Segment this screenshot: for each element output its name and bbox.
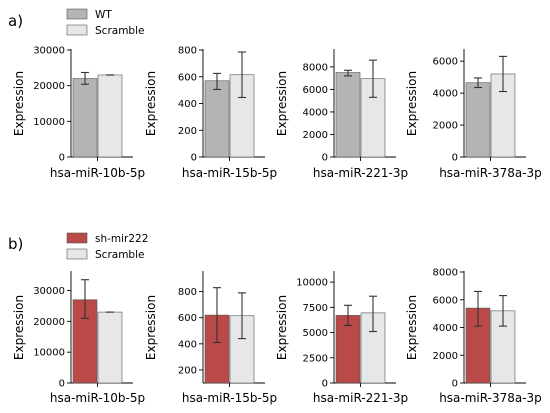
y-tick-label: 2000 xyxy=(433,351,458,362)
y-axis-label: Expression xyxy=(275,295,289,360)
bar-chart: 0 2000 4000 6000 8000 Expression hsa-miR-221-3… xyxy=(275,49,408,180)
y-tick-label: 10000 xyxy=(33,117,65,128)
bar xyxy=(97,74,123,158)
y-tick-label: 4000 xyxy=(433,323,458,334)
panel-label: a) xyxy=(8,12,23,30)
y-tick-label: 2000 xyxy=(303,130,328,141)
x-axis-label: hsa-miR-221-3p xyxy=(313,166,408,180)
y-tick-label: 200 xyxy=(178,126,197,137)
bar-chart: 0 2000 4000 6000 Expression hsa-miR-378a-3p xyxy=(405,49,542,180)
y-tick-label: 20000 xyxy=(33,317,65,328)
bar xyxy=(204,80,230,158)
y-tick-label: 0 xyxy=(322,379,328,390)
bar-chart: 200 400 600 800 Expression hsa-miR-15b-5p xyxy=(144,271,277,405)
legend-label: sh-mir222 xyxy=(95,233,148,245)
bar-chart: 0 10000 20000 30000 Expression hsa-miR-10b-5p xyxy=(12,271,145,405)
y-tick-label: 400 xyxy=(178,99,197,110)
y-tick-label: 4000 xyxy=(433,89,458,100)
bar-chart: 0 2000 4000 6000 8000 Expression hsa-miR-378a-… xyxy=(405,268,542,406)
y-tick-label: 5000 xyxy=(303,328,328,339)
y-tick-label: 0 xyxy=(322,153,328,164)
y-tick-label: 10000 xyxy=(33,348,65,359)
x-axis-label: hsa-miR-10b-5p xyxy=(50,391,145,405)
x-axis-label: hsa-miR-221-3p xyxy=(313,391,408,405)
legend-label: WT xyxy=(95,9,112,21)
y-tick-label: 600 xyxy=(178,313,197,324)
y-tick-label: 2500 xyxy=(303,353,328,364)
bar xyxy=(335,315,361,384)
bar xyxy=(335,72,361,158)
bar-chart: 0 10000 20000 30000 Expression hsa-miR-10b-5p xyxy=(12,46,145,181)
legend-swatch xyxy=(66,24,88,36)
bar-chart: 0 2500 5000 7500 10000 Expression hsa-miR-221-… xyxy=(275,271,408,405)
y-axis-label: Expression xyxy=(405,71,419,136)
y-tick-label: 4000 xyxy=(303,107,328,118)
y-tick-label: 8000 xyxy=(433,268,458,279)
y-tick-label: 7500 xyxy=(303,303,328,314)
y-axis-label: Expression xyxy=(275,71,289,136)
y-tick-label: 6000 xyxy=(433,57,458,68)
y-tick-label: 0 xyxy=(59,379,65,390)
legend-swatch xyxy=(66,8,88,20)
panel-label: b) xyxy=(8,235,23,253)
y-axis-label: Expression xyxy=(12,71,26,136)
y-tick-label: 0 xyxy=(191,153,197,164)
bar-chart: 0 200 400 600 800 Expression hsa-miR-15b-5p xyxy=(144,46,277,181)
x-axis-label: hsa-miR-10b-5p xyxy=(50,166,145,180)
y-axis-label: Expression xyxy=(144,71,158,136)
y-tick-label: 30000 xyxy=(33,286,65,297)
y-tick-label: 20000 xyxy=(33,81,65,92)
bar xyxy=(72,78,98,158)
y-axis-label: Expression xyxy=(405,295,419,360)
legend-label: Scramble xyxy=(95,25,144,37)
y-tick-label: 0 xyxy=(452,379,458,390)
y-tick-label: 800 xyxy=(178,46,197,57)
legend-label: Scramble xyxy=(95,249,144,261)
panel-a: a) WTScramble0100002000030000Expressionhs… xyxy=(8,8,542,181)
y-tick-label: 600 xyxy=(178,72,197,83)
x-axis-label: hsa-miR-378a-3p xyxy=(439,391,542,405)
y-tick-label: 6000 xyxy=(433,295,458,306)
legend-swatch xyxy=(66,232,88,244)
y-tick-label: 800 xyxy=(178,287,197,298)
bar xyxy=(97,311,123,384)
bar xyxy=(465,82,491,158)
y-tick-label: 10000 xyxy=(296,278,328,289)
y-axis-label: Expression xyxy=(12,295,26,360)
y-tick-label: 0 xyxy=(452,153,458,164)
x-axis-label: hsa-miR-15b-5p xyxy=(182,391,277,405)
y-tick-label: 0 xyxy=(59,153,65,164)
y-tick-label: 400 xyxy=(178,339,197,350)
y-tick-label: 2000 xyxy=(433,121,458,132)
panel-b: b) sh-mir222Scramble0100002000030000Expre… xyxy=(8,232,542,406)
y-tick-label: 200 xyxy=(178,365,197,376)
x-axis-label: hsa-miR-15b-5p xyxy=(182,166,277,180)
legend-swatch xyxy=(66,248,88,260)
x-axis-label: hsa-miR-378a-3p xyxy=(439,166,542,180)
y-axis-label: Expression xyxy=(144,295,158,360)
y-tick-label: 8000 xyxy=(303,62,328,73)
y-tick-label: 6000 xyxy=(303,85,328,96)
y-tick-label: 30000 xyxy=(33,46,65,57)
